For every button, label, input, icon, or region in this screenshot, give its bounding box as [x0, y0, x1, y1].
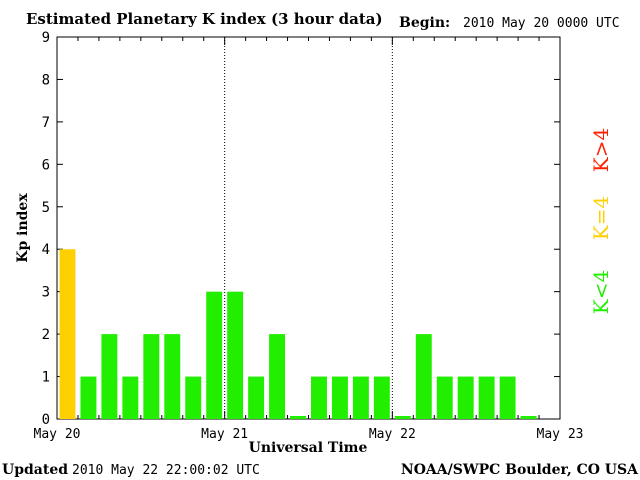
kp-bar — [457, 376, 474, 419]
plot-frame — [56, 36, 561, 420]
x-axis-label: Universal Time — [249, 440, 368, 456]
kp-bar — [311, 376, 327, 419]
x-tick-label: May 20 — [34, 427, 81, 442]
plot-area: 0 1 2 3 4 5 6 7 8 9 May 20 May 21 May 22 May 23 — [34, 30, 584, 442]
y-tick-label: 6 — [42, 157, 50, 173]
y-tick-label: 7 — [42, 115, 50, 131]
y-tick-label: 8 — [42, 72, 50, 88]
kp-bar — [143, 334, 160, 419]
kp-bar — [352, 376, 369, 419]
kp-bar — [206, 291, 223, 419]
kp-bar — [122, 376, 139, 419]
y-tick-label: 2 — [42, 327, 50, 343]
x-tick-label: May 22 — [369, 427, 416, 442]
kp-bar — [248, 376, 265, 419]
y-tick-label: 9 — [42, 30, 50, 46]
kp-bar — [499, 376, 516, 419]
x-tick-label: May 21 — [201, 427, 248, 442]
kp-bar — [185, 376, 202, 419]
y-tick-label: 3 — [42, 285, 50, 301]
legend-high: K>4 — [589, 128, 613, 172]
begin-value: 2010 May 20 0000 UTC — [463, 16, 620, 31]
credit-text: NOAA/SWPC Boulder, CO USA — [401, 462, 639, 478]
kp-bar — [520, 416, 537, 419]
kp-bar — [101, 334, 118, 419]
kp-bar — [373, 376, 390, 419]
y-tick-label: 0 — [42, 412, 50, 428]
kp-bar — [227, 291, 244, 419]
legend-low: K<4 — [589, 270, 613, 314]
kp-bar — [415, 334, 432, 419]
kp-bar — [436, 376, 453, 419]
kp-bar — [394, 416, 411, 419]
y-tick-label: 4 — [42, 242, 50, 258]
kp-bar — [164, 334, 181, 419]
updated-label: Updated — [2, 462, 68, 478]
x-tick-label: May 23 — [537, 427, 584, 442]
kp-bar — [59, 249, 76, 419]
kp-bar — [290, 416, 306, 419]
legend-mid: K=4 — [589, 196, 613, 240]
y-tick-label: 5 — [42, 200, 50, 216]
y-axis-label: Kp index — [15, 193, 31, 263]
chart-title: Estimated Planetary K index (3 hour data… — [26, 10, 383, 28]
kp-bar — [80, 376, 97, 419]
updated-value: 2010 May 22 22:00:02 UTC — [72, 463, 260, 478]
kp-bar — [331, 376, 348, 419]
kp-bar — [269, 334, 286, 419]
y-tick-label: 1 — [42, 370, 50, 386]
begin-label: Begin: — [399, 15, 450, 31]
kp-bar — [478, 376, 495, 419]
